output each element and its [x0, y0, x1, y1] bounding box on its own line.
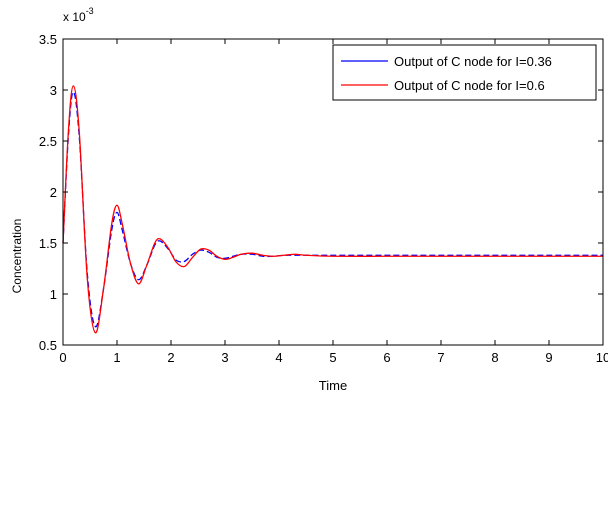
x-tick-label: 0 [59, 350, 66, 365]
y-multiplier-base: x 10 [63, 10, 86, 24]
x-tick-label: 4 [275, 350, 282, 365]
y-tick-label: 1.5 [39, 236, 57, 251]
y-tick-label: 1 [50, 287, 57, 302]
y-axis-label: Concentration [10, 219, 24, 294]
legend-box [332, 44, 597, 101]
x-tick-label: 6 [383, 350, 390, 365]
series-line-2 [62, 85, 603, 334]
y-tick-label: 3 [50, 83, 57, 98]
x-tick-label: 3 [221, 350, 228, 365]
x-axis-label: Time [319, 378, 347, 393]
y-tick-label: 3.5 [39, 32, 57, 47]
tick-layer: 0 1 2 3 4 5 6 7 8 9 10 0.5 1 1.5 2 2.5 3 3.5 [39, 32, 608, 365]
x-tick-label: 2 [167, 350, 174, 365]
x-tick-label: 9 [545, 350, 552, 365]
legend: Output of C node for I=0.36 Output of C … [332, 44, 597, 101]
y-multiplier-label: x 10-3 [63, 6, 94, 24]
y-tick-label: 0.5 [39, 338, 57, 353]
series-layer [62, 85, 603, 334]
x-tick-label: 8 [491, 350, 498, 365]
legend-label-series-2: Output of C node for I=0.6 [394, 78, 545, 93]
y-tick-label: 2 [50, 185, 57, 200]
y-multiplier-exponent: -3 [86, 6, 94, 16]
x-tick-label: 1 [113, 350, 120, 365]
x-tick-label: 7 [437, 350, 444, 365]
legend-label-series-1: Output of C node for I=0.36 [394, 54, 552, 69]
y-tick-label: 2.5 [39, 134, 57, 149]
x-tick-label: 10 [596, 350, 608, 365]
x-tick-label: 5 [329, 350, 336, 365]
